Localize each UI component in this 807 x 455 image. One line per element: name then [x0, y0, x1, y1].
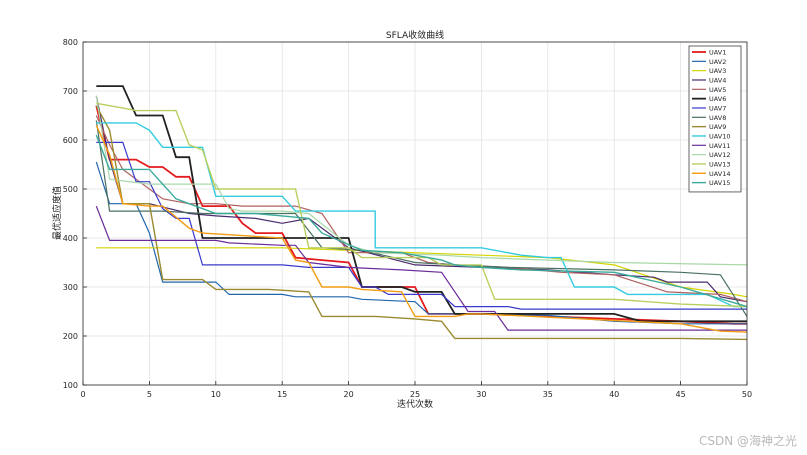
series-line-uav14	[95, 125, 748, 333]
series-line-uav13	[96, 102, 748, 308]
series-lines	[95, 85, 748, 341]
y-axis-label: 最优适应度值	[51, 186, 63, 240]
x-tick-label: 5	[147, 390, 152, 399]
y-tick-label: 500	[63, 185, 78, 194]
legend-label: UAV2	[709, 58, 726, 66]
y-tick-label: 200	[63, 332, 78, 341]
x-tick-label: 20	[344, 390, 354, 399]
legend-label: UAV11	[709, 142, 731, 150]
series-line-uav4	[95, 95, 748, 303]
legend-label: UAV9	[709, 123, 726, 131]
series-line-uav2	[95, 161, 747, 325]
x-tick-label: 15	[277, 390, 287, 399]
series-line-uav15	[95, 134, 748, 308]
legend-label: UAV6	[709, 95, 726, 103]
series-line-uav12	[95, 95, 748, 266]
x-tick-label: 0	[80, 390, 85, 399]
series-line-uav8	[95, 120, 748, 317]
legend-label: UAV13	[709, 160, 731, 168]
x-tick-label: 50	[742, 390, 752, 399]
legend-label: UAV15	[709, 179, 731, 187]
x-tick-label: 30	[476, 390, 486, 399]
y-tick-label: 400	[63, 234, 78, 243]
legend-label: UAV3	[709, 67, 726, 75]
series-line-uav3	[96, 247, 748, 298]
y-tick-label: 600	[63, 136, 78, 145]
series-line-uav5	[95, 115, 748, 303]
series-line-uav7	[96, 141, 747, 310]
y-tick-label: 800	[63, 38, 78, 47]
y-tick-label: 700	[63, 87, 78, 96]
series-line-uav9	[95, 105, 748, 341]
x-tick-label: 25	[410, 390, 420, 399]
legend-label: UAV14	[709, 170, 731, 178]
legend-label: UAV1	[709, 49, 726, 57]
x-tick-label: 35	[543, 390, 553, 399]
series-line-uav10	[96, 122, 747, 308]
watermark: CSDN @海神之光	[698, 434, 797, 448]
x-axis-label: 迭代次数	[397, 398, 433, 410]
x-tick-label: 40	[609, 390, 619, 399]
y-tick-label: 300	[63, 283, 78, 292]
chart-title: SFLA收敛曲线	[386, 29, 444, 41]
y-tick-label: 100	[63, 381, 78, 390]
x-tick-label: 45	[676, 390, 686, 399]
legend-label: UAV5	[709, 86, 726, 94]
x-tick-label: 10	[211, 390, 221, 399]
legend-label: UAV7	[709, 104, 726, 112]
legend-label: UAV4	[709, 76, 726, 84]
ticks: 0 5 10 15 20 25 30 35 40 45 50 100 200 300 400 500 600 70…	[63, 38, 752, 399]
legend-label: UAV10	[709, 132, 731, 140]
series-line-uav11	[95, 205, 747, 331]
legend-label: UAV8	[709, 114, 726, 122]
legend: UAV1UAV2UAV3UAV4UAV5UAV6UAV7UAV8UAV9UAV1…	[688, 45, 742, 193]
legend-label: UAV12	[709, 151, 731, 159]
